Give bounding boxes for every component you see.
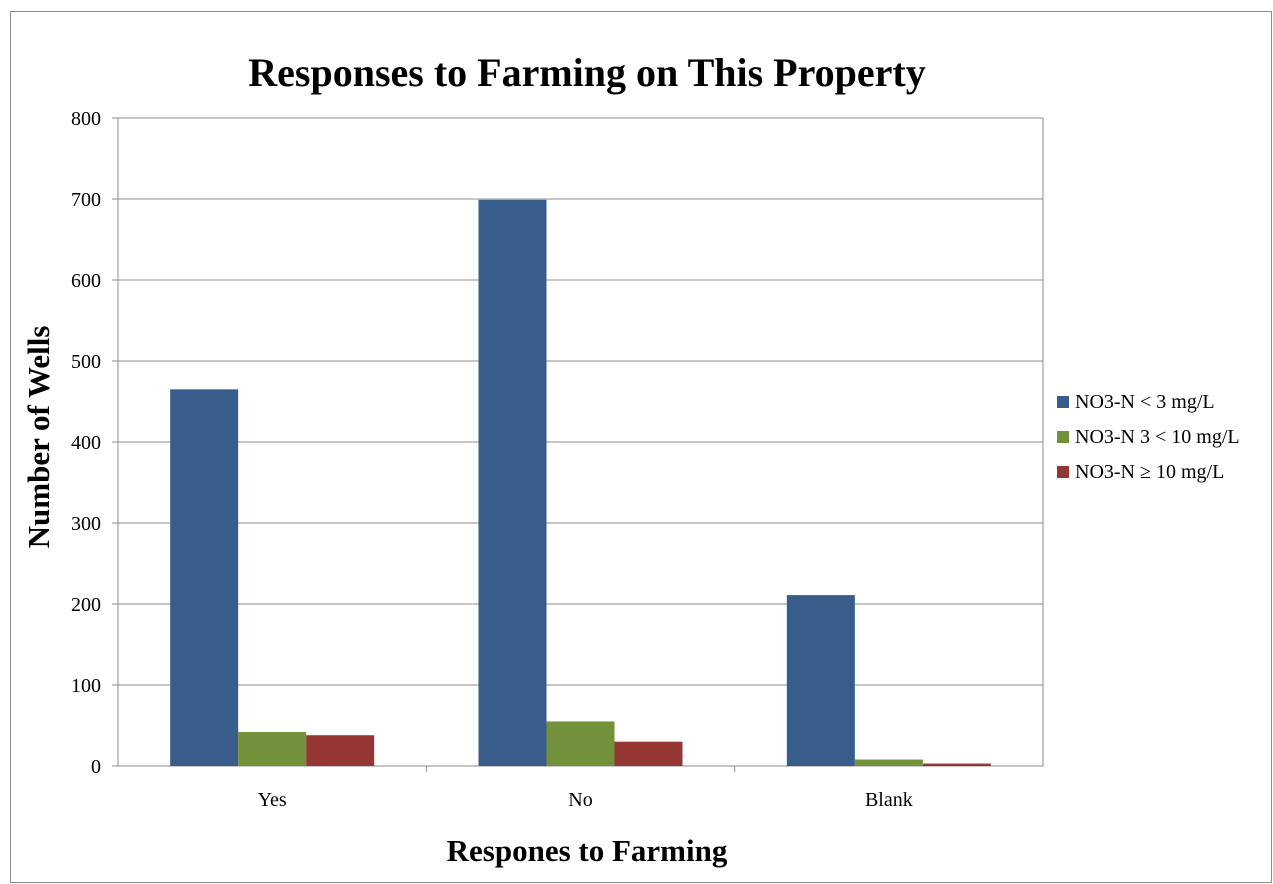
y-tick-label: 0 bbox=[91, 756, 101, 778]
chart-title: Responses to Farming on This Property bbox=[248, 50, 925, 95]
bar bbox=[478, 199, 547, 766]
y-axis-title: Number of Wells bbox=[21, 326, 56, 549]
bar bbox=[238, 731, 307, 766]
legend-swatch bbox=[1057, 466, 1069, 478]
y-tick-label: 300 bbox=[71, 513, 101, 535]
legend-label: NO3-N 3 < 10 mg/L bbox=[1075, 426, 1240, 448]
bar bbox=[306, 735, 375, 766]
bar bbox=[854, 759, 923, 766]
y-tick-label: 200 bbox=[71, 594, 101, 616]
legend-label: NO3-N ≥ 10 mg/L bbox=[1075, 461, 1224, 483]
x-tick-label: No bbox=[568, 789, 592, 811]
y-tick-label: 700 bbox=[71, 189, 101, 211]
bar bbox=[170, 389, 239, 766]
bar bbox=[546, 721, 615, 766]
bar bbox=[786, 595, 855, 766]
plot-area: 0 100 200 300 400 500 600 700 800 Yes No Blank bbox=[71, 108, 1044, 811]
y-tick-label: 100 bbox=[71, 675, 101, 697]
x-tick-label: Yes bbox=[258, 789, 287, 811]
legend-swatch bbox=[1057, 396, 1069, 408]
y-tick-label: 800 bbox=[71, 108, 101, 130]
legend: NO3-N < 3 mg/L NO3-N 3 < 10 mg/L NO3-N ≥ 1… bbox=[1057, 391, 1240, 483]
legend-label: NO3-N < 3 mg/L bbox=[1075, 391, 1215, 413]
y-tick-label: 400 bbox=[71, 432, 101, 454]
x-tick-label: Blank bbox=[865, 789, 913, 811]
bar bbox=[614, 741, 683, 766]
y-tick-label: 500 bbox=[71, 351, 101, 373]
bar bbox=[922, 763, 991, 766]
y-tick-label: 600 bbox=[71, 270, 101, 292]
legend-swatch bbox=[1057, 431, 1069, 443]
x-axis-title: Respones to Farming bbox=[447, 833, 728, 868]
